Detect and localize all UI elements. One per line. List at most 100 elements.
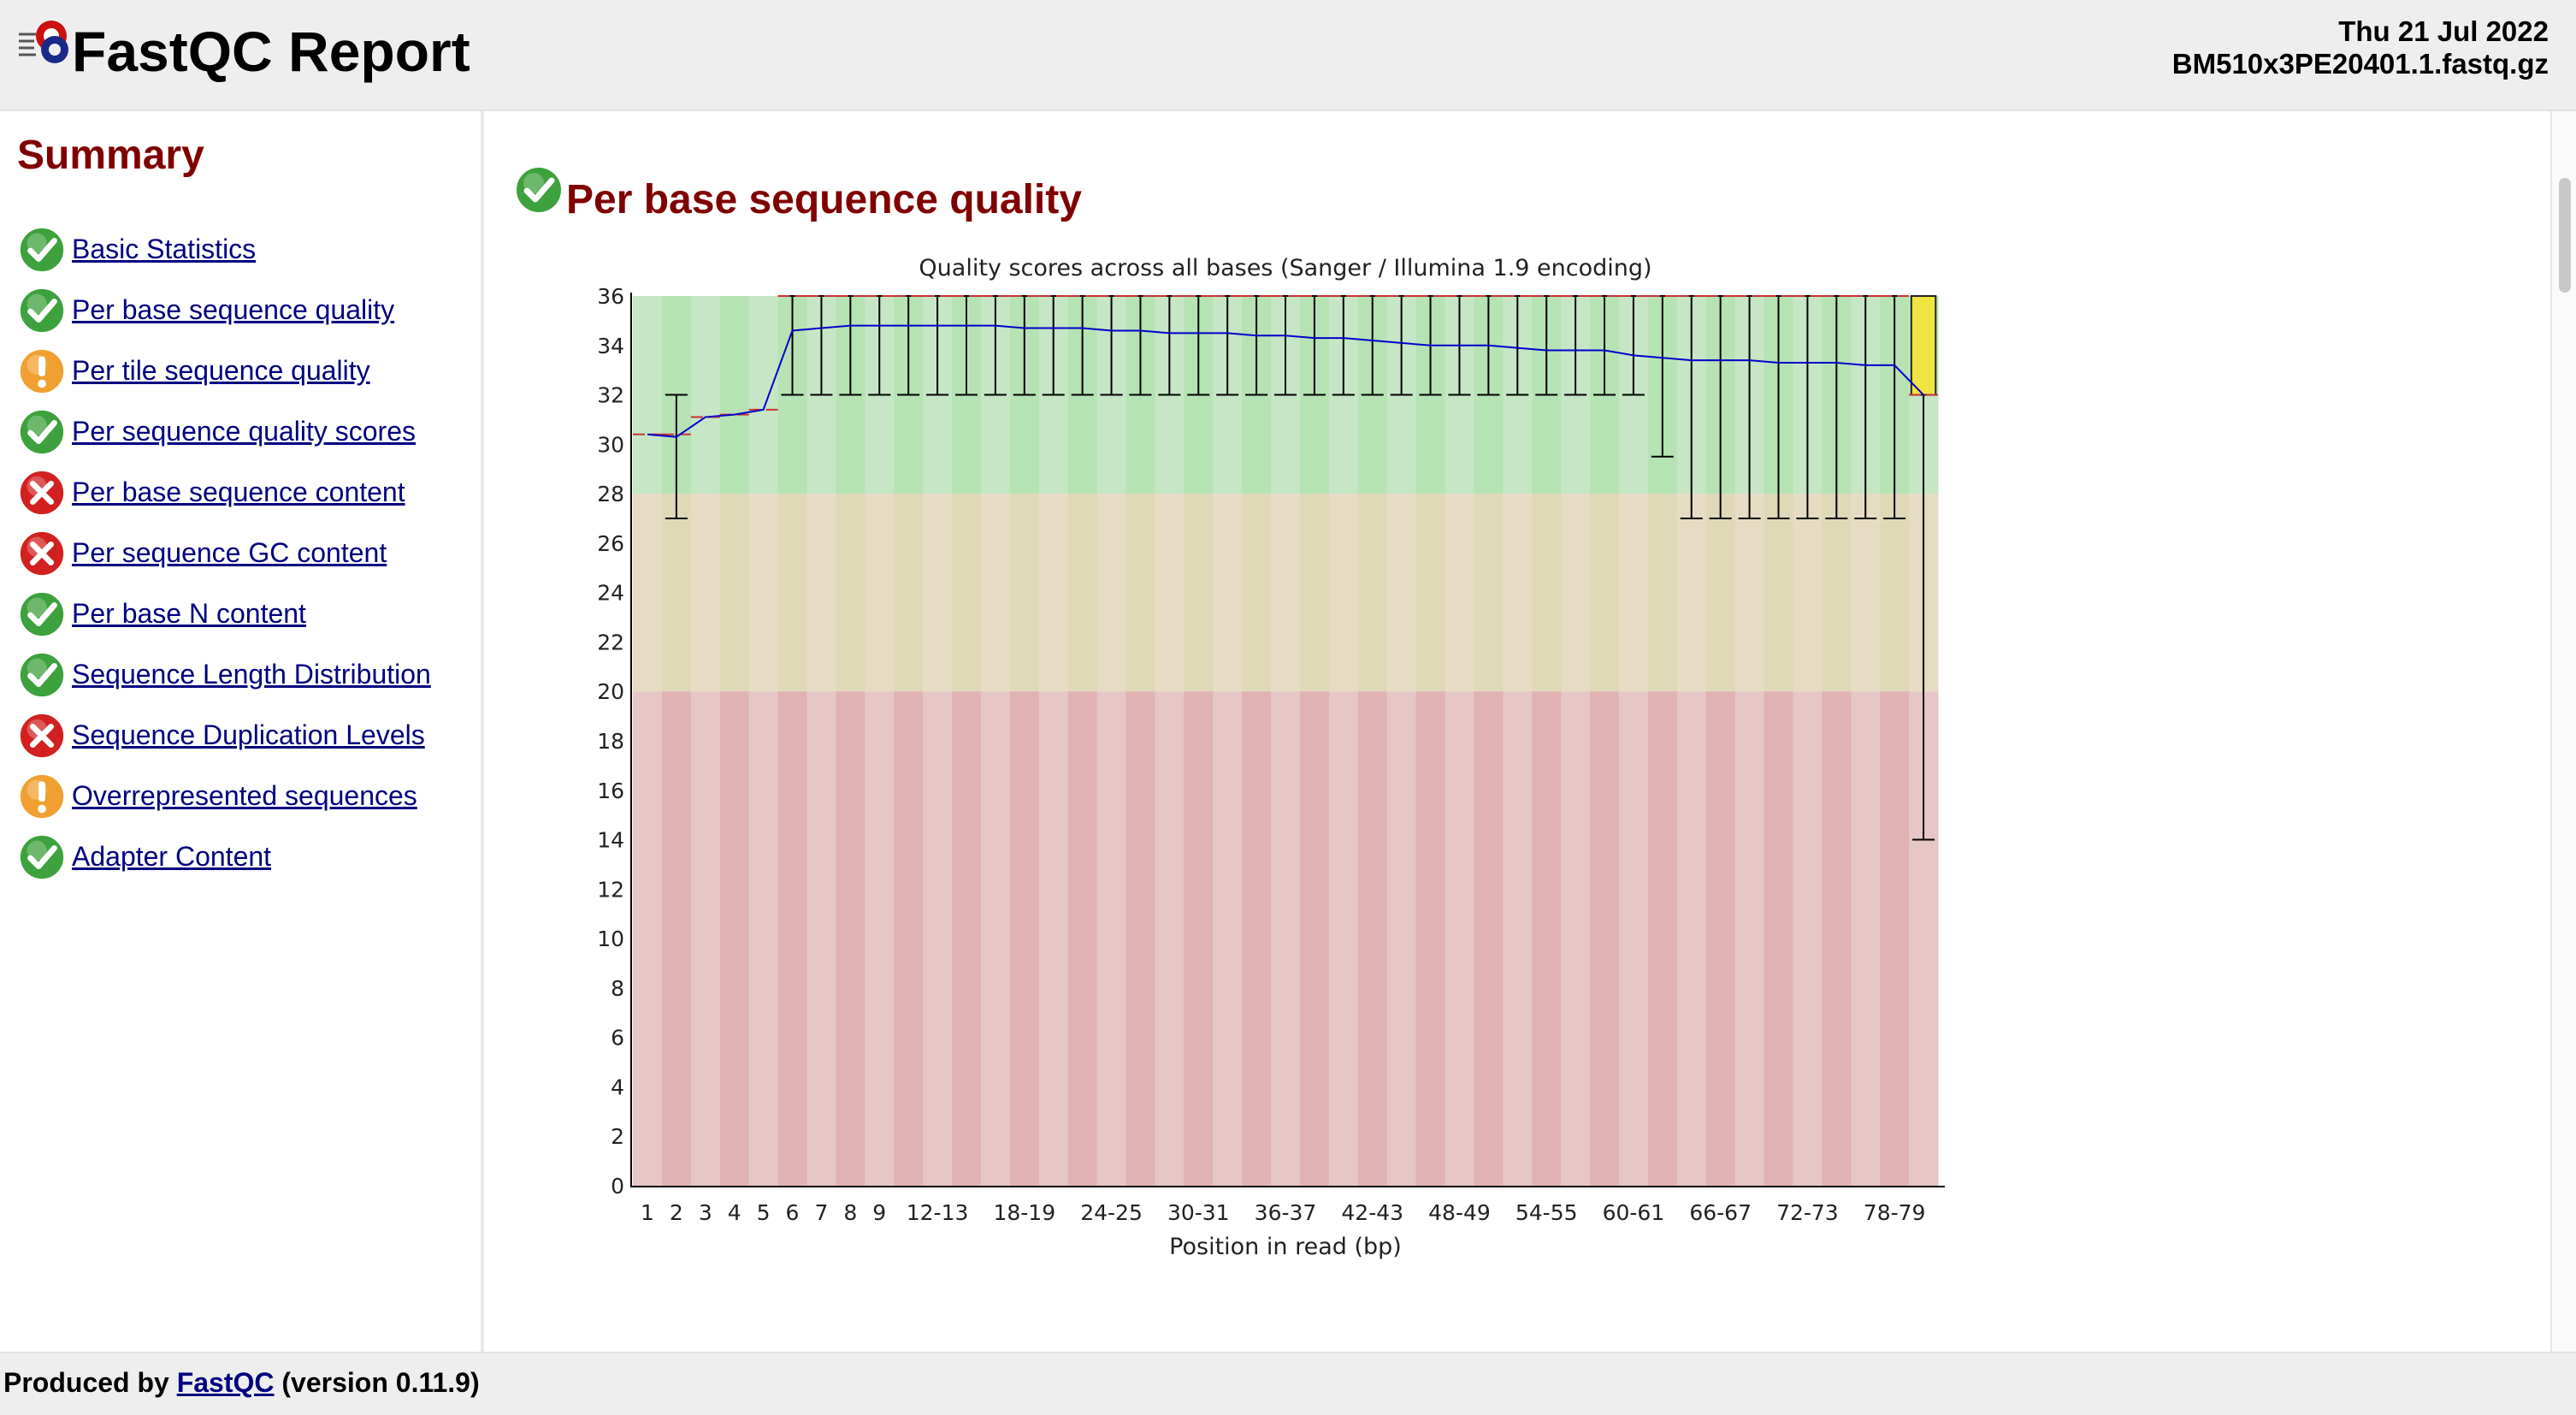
quality-zone-stripe xyxy=(1822,691,1852,1186)
y-tick-label: 0 xyxy=(611,1174,624,1199)
x-axis-label: Position in read (bp) xyxy=(1169,1234,1402,1260)
quality-zone-stripe xyxy=(1561,494,1591,692)
x-tick-label: 2 xyxy=(670,1200,683,1225)
x-tick-label: 4 xyxy=(728,1200,741,1225)
quality-zone-stripe xyxy=(1357,494,1388,692)
quality-zone-stripe xyxy=(1618,691,1649,1186)
quality-zone-stripe xyxy=(1067,494,1098,692)
quality-zone-stripe xyxy=(661,691,692,1186)
x-tick-label: 72-73 xyxy=(1776,1200,1839,1225)
quality-zone-stripe xyxy=(1155,494,1185,692)
quality-zone-stripe xyxy=(748,691,779,1186)
summary-nav-item[interactable]: Per sequence quality scores xyxy=(17,401,431,462)
summary-nav-item[interactable]: Overrepresented sequences xyxy=(17,766,431,826)
quality-zone-stripe xyxy=(1096,691,1126,1186)
report-footer: Produced by FastQC (version 0.11.9) xyxy=(0,1352,2576,1415)
y-tick-label: 16 xyxy=(597,779,624,803)
y-tick-label: 8 xyxy=(611,976,624,1001)
quality-zone-stripe xyxy=(1734,494,1765,692)
summary-nav-item[interactable]: Per sequence GC content xyxy=(17,523,431,583)
y-tick-label: 30 xyxy=(597,432,624,457)
quality-zone-stripe xyxy=(1880,494,1910,692)
quality-zone-stripe xyxy=(1184,691,1214,1186)
summary-nav-item[interactable]: Per tile sequence quality xyxy=(17,340,431,401)
summary-nav-item[interactable]: Sequence Length Distribution xyxy=(17,644,431,705)
summary-nav-item[interactable]: Per base sequence content xyxy=(17,462,431,523)
x-tick-label: 36-37 xyxy=(1255,1200,1317,1225)
quality-zone-stripe xyxy=(1009,494,1040,692)
iqr-box xyxy=(1910,295,1937,396)
summary-nav-link[interactable]: Per base N content xyxy=(72,598,306,629)
quality-zone-stripe xyxy=(806,691,836,1186)
summary-nav-link[interactable]: Overrepresented sequences xyxy=(72,780,417,811)
vertical-scrollbar[interactable] xyxy=(2550,111,2576,1352)
x-tick-label: 9 xyxy=(872,1200,886,1225)
pass-status-icon xyxy=(515,166,563,214)
quality-zone-stripe xyxy=(1038,691,1069,1186)
x-tick-label: 66-67 xyxy=(1689,1200,1752,1225)
quality-zone-stripe xyxy=(1213,691,1243,1186)
y-tick-label: 12 xyxy=(597,877,624,902)
quality-zone-stripe xyxy=(1155,691,1185,1186)
quality-zone-stripe xyxy=(1880,691,1910,1186)
quality-zone-stripe xyxy=(1271,691,1301,1186)
summary-nav-link[interactable]: Basic Statistics xyxy=(72,234,257,264)
quality-zone-stripe xyxy=(980,691,1011,1186)
summary-nav-link[interactable]: Per tile sequence quality xyxy=(72,355,370,386)
quality-zone-stripe xyxy=(1386,494,1417,692)
scrollbar-thumb[interactable] xyxy=(2559,178,2571,293)
footer-text: Produced by FastQC (version 0.11.9) xyxy=(3,1367,480,1399)
quality-zone-stripe xyxy=(661,494,692,692)
summary-nav-link[interactable]: Sequence Duplication Levels xyxy=(72,719,425,750)
quality-zone-stripe xyxy=(1445,691,1474,1186)
quality-zone-stripe xyxy=(1561,691,1591,1186)
quality-zone-stripe xyxy=(1415,691,1446,1186)
y-tick-label: 6 xyxy=(611,1026,624,1051)
summary-nav-link[interactable]: Sequence Length Distribution xyxy=(72,659,431,690)
y-tick-label: 34 xyxy=(597,334,624,358)
quality-zone-stripe xyxy=(1793,494,1823,692)
y-tick-label: 36 xyxy=(597,284,624,309)
summary-nav-item[interactable]: Per base sequence quality xyxy=(17,280,431,340)
quality-zone-stripe xyxy=(1038,494,1069,692)
summary-nav-link[interactable]: Per base sequence quality xyxy=(72,294,395,325)
quality-zone-stripe xyxy=(1213,494,1243,692)
quality-zone-stripe xyxy=(952,691,982,1186)
summary-nav-link[interactable]: Per base sequence content xyxy=(72,477,405,507)
quality-zone-stripe xyxy=(894,691,924,1186)
quality-zone-stripe xyxy=(1532,691,1562,1186)
quality-zone-stripe xyxy=(1096,494,1126,692)
x-tick-label: 42-43 xyxy=(1341,1200,1403,1225)
fastqc-link[interactable]: FastQC xyxy=(176,1367,275,1398)
summary-nav-item[interactable]: Sequence Duplication Levels xyxy=(17,705,431,766)
quality-zone-stripe xyxy=(633,494,663,692)
summary-nav-link[interactable]: Per sequence GC content xyxy=(72,537,387,568)
quality-zone-stripe xyxy=(690,494,721,692)
x-tick-label: 30-31 xyxy=(1167,1200,1230,1225)
report-filename: BM510x3PE20401.1.fastq.gz xyxy=(2171,48,2549,80)
quality-zone-stripe xyxy=(1271,494,1301,692)
quality-zone-stripe xyxy=(719,691,750,1186)
report-header: FastQC Report Thu 21 Jul 2022 BM510x3PE2… xyxy=(0,0,2576,111)
quality-zone-stripe xyxy=(952,494,982,692)
fail-status-icon xyxy=(18,469,66,516)
summary-nav-item[interactable]: Adapter Content xyxy=(17,826,431,887)
quality-zone-stripe xyxy=(1705,691,1736,1186)
mean-quality-line xyxy=(647,324,1924,438)
app-title: FastQC Report xyxy=(72,20,470,83)
quality-zone-stripe xyxy=(1126,494,1155,692)
y-tick-label: 10 xyxy=(597,927,624,951)
summary-nav-item[interactable]: Basic Statistics xyxy=(17,219,431,280)
summary-nav-link[interactable]: Per sequence quality scores xyxy=(72,416,416,447)
pass-status-icon xyxy=(18,226,66,273)
summary-nav-link[interactable]: Adapter Content xyxy=(72,841,272,872)
quality-zone-stripe xyxy=(1242,494,1272,692)
quality-zone-stripe xyxy=(1764,691,1793,1186)
quality-zone-stripe xyxy=(1822,494,1852,692)
quality-zone-stripe xyxy=(1647,691,1678,1186)
x-tick-label: 5 xyxy=(757,1200,771,1225)
quality-zone-stripe xyxy=(719,494,750,692)
summary-nav-item[interactable]: Per base N content xyxy=(17,583,431,644)
y-tick-label: 20 xyxy=(597,679,624,704)
